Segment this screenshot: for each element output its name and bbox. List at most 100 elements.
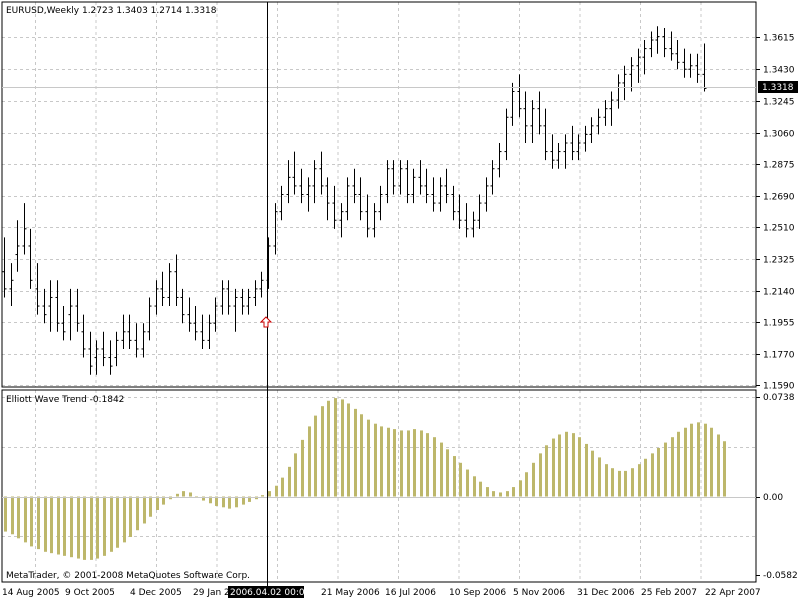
price-tick-label: 1.2510 — [763, 224, 795, 234]
price-tick-label: 1.1590 — [763, 382, 795, 392]
histogram-bar — [30, 496, 33, 547]
histogram-bar — [539, 453, 542, 497]
histogram-bar — [585, 443, 588, 497]
histogram-bar — [268, 491, 271, 497]
histogram-bar — [532, 462, 535, 497]
time-tick-label: 31 Dec 2006 — [577, 588, 635, 598]
indicator-header: Elliott Wave Trend -0.1842 — [6, 395, 124, 405]
histogram-bar — [420, 430, 423, 497]
histogram-bar — [156, 496, 159, 511]
histogram-bar — [453, 456, 456, 497]
histogram-bar — [24, 496, 27, 543]
histogram-bar — [123, 496, 126, 543]
histogram-bar — [473, 476, 476, 497]
histogram-bar — [57, 496, 60, 555]
histogram-bar — [598, 457, 601, 497]
current-price-badge — [758, 81, 798, 93]
histogram-bar — [638, 464, 641, 497]
histogram-bar — [354, 408, 357, 497]
histogram-bar — [690, 423, 693, 497]
histogram-bar — [341, 399, 344, 497]
histogram-bar — [374, 423, 377, 497]
histogram-bar — [624, 470, 627, 497]
price-tick-label: 1.3430 — [763, 66, 795, 76]
crosshair-time-badge — [228, 586, 304, 598]
histogram-bar — [433, 437, 436, 497]
histogram-bar — [77, 496, 80, 559]
time-tick-label: 16 Jul 2006 — [385, 588, 436, 598]
histogram-bar — [558, 434, 561, 497]
histogram-bar — [631, 468, 634, 497]
histogram-bar — [552, 438, 555, 497]
price-tick-label: 1.3060 — [763, 130, 795, 140]
time-tick-label: 21 May 2006 — [321, 588, 380, 598]
histogram-bar — [83, 496, 86, 560]
histogram-bar — [96, 496, 99, 559]
histogram-bar — [466, 469, 469, 497]
histogram-bar — [710, 427, 713, 497]
histogram-bar — [545, 445, 548, 497]
histogram-bar — [222, 496, 225, 508]
histogram-bar — [308, 426, 311, 497]
histogram-bar — [413, 429, 416, 497]
histogram-bar — [387, 427, 390, 497]
main-chart-frame — [1, 1, 757, 388]
histogram-bar — [314, 415, 317, 497]
histogram-bar — [235, 496, 238, 508]
histogram-bar — [50, 496, 53, 554]
histogram-bar — [426, 433, 429, 497]
histogram-bar — [393, 429, 396, 497]
histogram-bar — [90, 496, 93, 560]
histogram-bar — [321, 406, 324, 497]
histogram-bar — [407, 430, 410, 497]
time-tick-label: 14 Aug 2005 — [2, 588, 60, 598]
indicator-axis: 0.0738 0.00 -0.0582 — [756, 393, 798, 581]
histogram-bar — [202, 496, 205, 501]
time-tick-label: 10 Sep 2006 — [449, 588, 506, 598]
histogram-bar — [37, 496, 40, 550]
histogram-bar — [492, 491, 495, 497]
histogram-bar — [644, 458, 647, 497]
histogram-bar — [288, 466, 291, 497]
copyright-text: MetaTrader, © 2001-2008 MetaQuotes Softw… — [6, 571, 250, 581]
histogram-bar — [248, 496, 251, 502]
time-tick-label: 9 Oct 2005 — [65, 588, 115, 598]
time-tick-label: 4 Dec 2005 — [130, 588, 182, 598]
histogram-bar — [182, 491, 185, 497]
indicator-tick-label: 0.0738 — [763, 393, 795, 403]
histogram-bar — [446, 449, 449, 497]
histogram-bar — [327, 400, 330, 497]
histogram-bar — [723, 441, 726, 497]
histogram-bar — [440, 442, 443, 497]
histogram-bar — [618, 470, 621, 497]
time-tick-label: 29 Jan 2 — [193, 588, 230, 598]
price-tick-label: 1.1955 — [763, 319, 795, 329]
histogram-bar — [525, 472, 528, 497]
histogram-bar — [611, 468, 614, 497]
histogram-bar — [671, 437, 674, 497]
histogram-bar — [136, 496, 139, 531]
histogram-bar — [347, 403, 350, 497]
time-tick-label: 25 Feb 2007 — [641, 588, 697, 598]
histogram-bar — [578, 437, 581, 497]
histogram-bar — [275, 485, 278, 497]
histogram-bar — [228, 496, 231, 509]
histogram-bar — [400, 430, 403, 497]
histogram-bar — [176, 493, 179, 497]
indicator-tick-label: -0.0582 — [763, 571, 798, 581]
histogram-bar — [651, 453, 654, 497]
histogram-bar — [605, 464, 608, 497]
histogram-bar — [209, 496, 212, 504]
histogram-bar — [281, 477, 284, 497]
histogram-bar — [116, 496, 119, 548]
price-tick-label: 1.2140 — [763, 288, 795, 298]
time-tick-label: 22 Apr 2007 — [705, 588, 761, 598]
price-tick-label: 1.2690 — [763, 193, 795, 203]
histogram-bar — [657, 447, 660, 497]
price-tick-label: 1.1770 — [763, 351, 795, 361]
histogram-bar — [294, 453, 297, 497]
histogram-bar — [103, 496, 106, 556]
price-tick-label: 1.3245 — [763, 98, 795, 108]
